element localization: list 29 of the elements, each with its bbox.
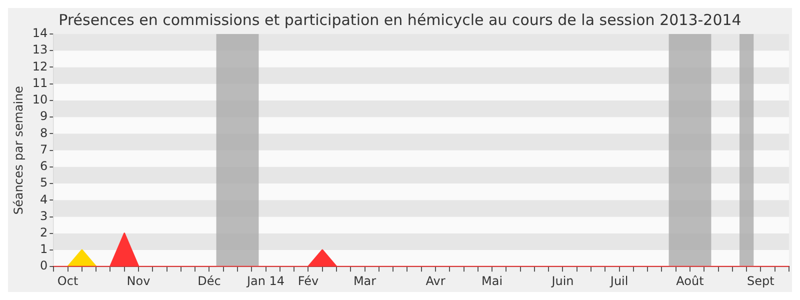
x-tick-label: Déc bbox=[198, 274, 221, 288]
x-tick-label: Avr bbox=[426, 274, 446, 288]
x-tick-label: Nov bbox=[126, 274, 150, 288]
y-tick-label: 10 bbox=[32, 92, 48, 107]
x-tick-label: Sept bbox=[747, 274, 775, 288]
y-tick-label: 6 bbox=[40, 159, 48, 174]
x-tick-label: Août bbox=[676, 274, 704, 288]
x-tick-label: Oct bbox=[57, 274, 78, 288]
y-tick-label: 8 bbox=[40, 126, 48, 140]
y-tick-label: 11 bbox=[32, 76, 48, 90]
x-tick-label: Jan 14 bbox=[246, 274, 285, 288]
x-tick-label: Juin bbox=[550, 274, 574, 288]
y-tick-label: 14 bbox=[32, 26, 48, 40]
y-tick-label: 2 bbox=[40, 225, 48, 240]
y-tick-label: 3 bbox=[40, 208, 48, 223]
y-tick-label: 7 bbox=[40, 142, 48, 156]
x-tick-label: Mai bbox=[482, 274, 503, 288]
x-tick-label: Fév bbox=[298, 274, 319, 288]
y-tick-label: 12 bbox=[32, 59, 48, 74]
y-tick-label: 5 bbox=[40, 176, 48, 190]
y-tick-label: 0 bbox=[40, 258, 48, 273]
y-tick-label: 1 bbox=[40, 242, 48, 256]
chart-title: Présences en commissions et participation en hémicycle au cours de la session 2013-2014 bbox=[58, 10, 742, 29]
y-tick-label: 9 bbox=[40, 109, 48, 124]
y-tick-label: 13 bbox=[32, 42, 48, 57]
x-tick-label: Mar bbox=[353, 274, 376, 288]
y-axis-title: Séances par semaine bbox=[11, 86, 26, 215]
x-tick-label: Juil bbox=[609, 274, 628, 288]
y-tick-label: 4 bbox=[40, 192, 48, 206]
